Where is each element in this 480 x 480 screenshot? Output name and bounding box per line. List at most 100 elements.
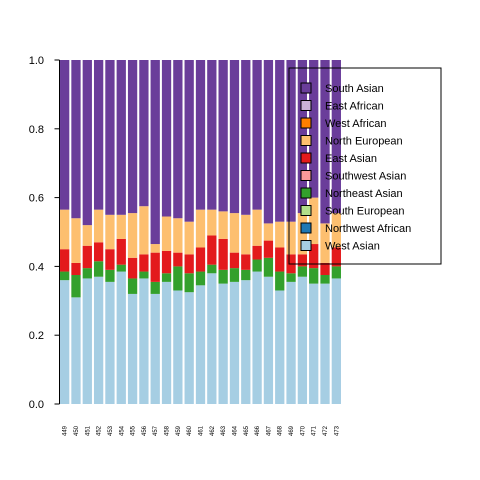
bar-segment-north-european — [320, 223, 330, 263]
bar-segment-west-asian — [286, 281, 296, 404]
x-tick-label: 471 — [312, 425, 318, 436]
bar-segment-northeast-asian — [252, 259, 262, 272]
legend-swatch — [300, 222, 312, 234]
bar-segment-south-asian — [263, 60, 274, 224]
x-tick-label: 458 — [165, 425, 171, 436]
x-tick-label: 466 — [255, 425, 261, 436]
bar-segment-east-asian — [241, 254, 251, 270]
bar-segment-south-asian — [275, 60, 285, 222]
bar-segment-north-european — [286, 221, 296, 255]
bar-segment-north-european — [331, 213, 341, 248]
bar-segment-north-european — [116, 214, 126, 239]
bar-segment-south-asian — [195, 60, 206, 210]
bar-segment-west-asian — [297, 276, 308, 404]
x-tick-label: 453 — [108, 425, 114, 436]
bar-segment-north-european — [207, 209, 217, 236]
bar-segment-south-asian — [105, 60, 115, 215]
x-tick-label: 457 — [153, 425, 159, 436]
bar-segment-west-asian — [71, 297, 81, 404]
legend-label: Southwest Asian — [325, 171, 406, 183]
y-tick-label: 0.8 — [29, 124, 44, 136]
bar-area — [60, 60, 341, 404]
bar-segment-west-asian — [161, 281, 172, 404]
x-tick-label: 449 — [63, 425, 69, 436]
bar-segment-east-asian — [71, 262, 81, 275]
bar-segment-west-asian — [184, 292, 194, 404]
bar-segment-east-asian — [116, 238, 126, 265]
bar-segment-north-european — [218, 211, 228, 239]
bar-segment-east-asian — [60, 249, 70, 272]
x-tick-label: 472 — [323, 425, 329, 436]
bar-segment-northeast-asian — [105, 269, 115, 282]
x-tick-label: 456 — [142, 425, 148, 436]
bar-segment-east-asian — [275, 247, 285, 272]
legend-label: East African — [325, 101, 384, 113]
x-tick-label: 468 — [278, 425, 284, 436]
bar-segment-east-asian — [207, 235, 217, 265]
bar-segment-northeast-asian — [161, 273, 172, 282]
bar-segment-northeast-asian — [150, 281, 160, 294]
x-axis: 449 450 451 452 453 454 455 456 457 458 459 460 461 4… — [63, 425, 341, 436]
bar-segment-south-asian — [173, 60, 183, 219]
bar-segment-south-asian — [184, 60, 194, 222]
legend-swatch — [300, 117, 312, 129]
bar-segment-northeast-asian — [229, 268, 240, 282]
legend-label: North European — [325, 136, 403, 148]
y-tick-label: 0.0 — [29, 399, 44, 411]
bar-segment-north-european — [241, 214, 251, 255]
bar-segment-north-european — [161, 216, 172, 251]
bar-segment-northeast-asian — [207, 264, 217, 274]
x-tick-label: 467 — [266, 425, 272, 436]
bar-segment-south-asian — [286, 60, 296, 222]
legend-box — [288, 67, 442, 265]
bar-segment-east-asian — [331, 247, 341, 267]
bar-segment-north-european — [150, 244, 160, 253]
bar-segment-north-european — [309, 197, 319, 245]
y-axis: 0.0 0.2 0.4 0.6 0.8 1.0 — [29, 55, 60, 411]
bar-segment-south-asian — [218, 60, 228, 212]
bar-segment-west-asian — [229, 281, 240, 404]
legend-label: East Asian — [325, 153, 377, 165]
bar-segment-north-european — [139, 206, 149, 255]
bar-segment-west-asian — [105, 281, 115, 404]
bar-segment-south-asian — [309, 60, 319, 198]
legend-swatch — [300, 187, 312, 199]
bar-segment-south-asian — [252, 60, 262, 210]
bar-segment-north-european — [195, 209, 206, 248]
legend-swatch — [300, 100, 312, 111]
bar-segment-east-asian — [218, 238, 228, 270]
legend-swatch — [300, 152, 312, 164]
bar-segment-northeast-asian — [218, 269, 228, 284]
bar-segment-north-european — [184, 221, 194, 255]
x-tick-label: 460 — [187, 425, 193, 436]
legend-label: West African — [325, 118, 387, 130]
bar-segment-east-asian — [184, 254, 194, 274]
bar-segment-west-asian — [195, 285, 206, 404]
legend: South Asian East African West African North… — [288, 67, 442, 265]
bar-segment-north-european — [275, 221, 285, 248]
bar-segment-south-asian — [93, 60, 104, 210]
x-tick-label: 470 — [300, 425, 306, 436]
bar-segment-west-asian — [173, 290, 183, 404]
bar-segment-south-asian — [82, 60, 92, 226]
legend-label: West Asian — [325, 241, 380, 253]
bar-segment-west-asian — [252, 271, 262, 404]
y-tick-label: 0.2 — [29, 330, 44, 342]
bar-segment-northeast-asian — [139, 271, 149, 279]
bar-segment-northeast-asian — [60, 271, 70, 281]
y-tick-label: 0.6 — [29, 193, 44, 205]
x-tick-label: 462 — [210, 425, 216, 436]
bar-segment-east-asian — [150, 252, 160, 282]
x-tick-label: 463 — [221, 425, 227, 436]
legend-label: Northeast Asian — [325, 188, 403, 200]
bar-segment-northeast-asian — [275, 271, 285, 291]
bar-segment-west-asian — [207, 273, 217, 404]
bar-segment-west-asian — [263, 276, 274, 404]
bar-segment-northeast-asian — [82, 268, 92, 279]
x-tick-label: 452 — [97, 425, 103, 436]
bar-segment-east-asian — [105, 249, 115, 270]
bar-segment-south-asian — [60, 60, 70, 210]
legend-label: South European — [325, 206, 405, 218]
bar-segment-north-european — [229, 213, 240, 253]
